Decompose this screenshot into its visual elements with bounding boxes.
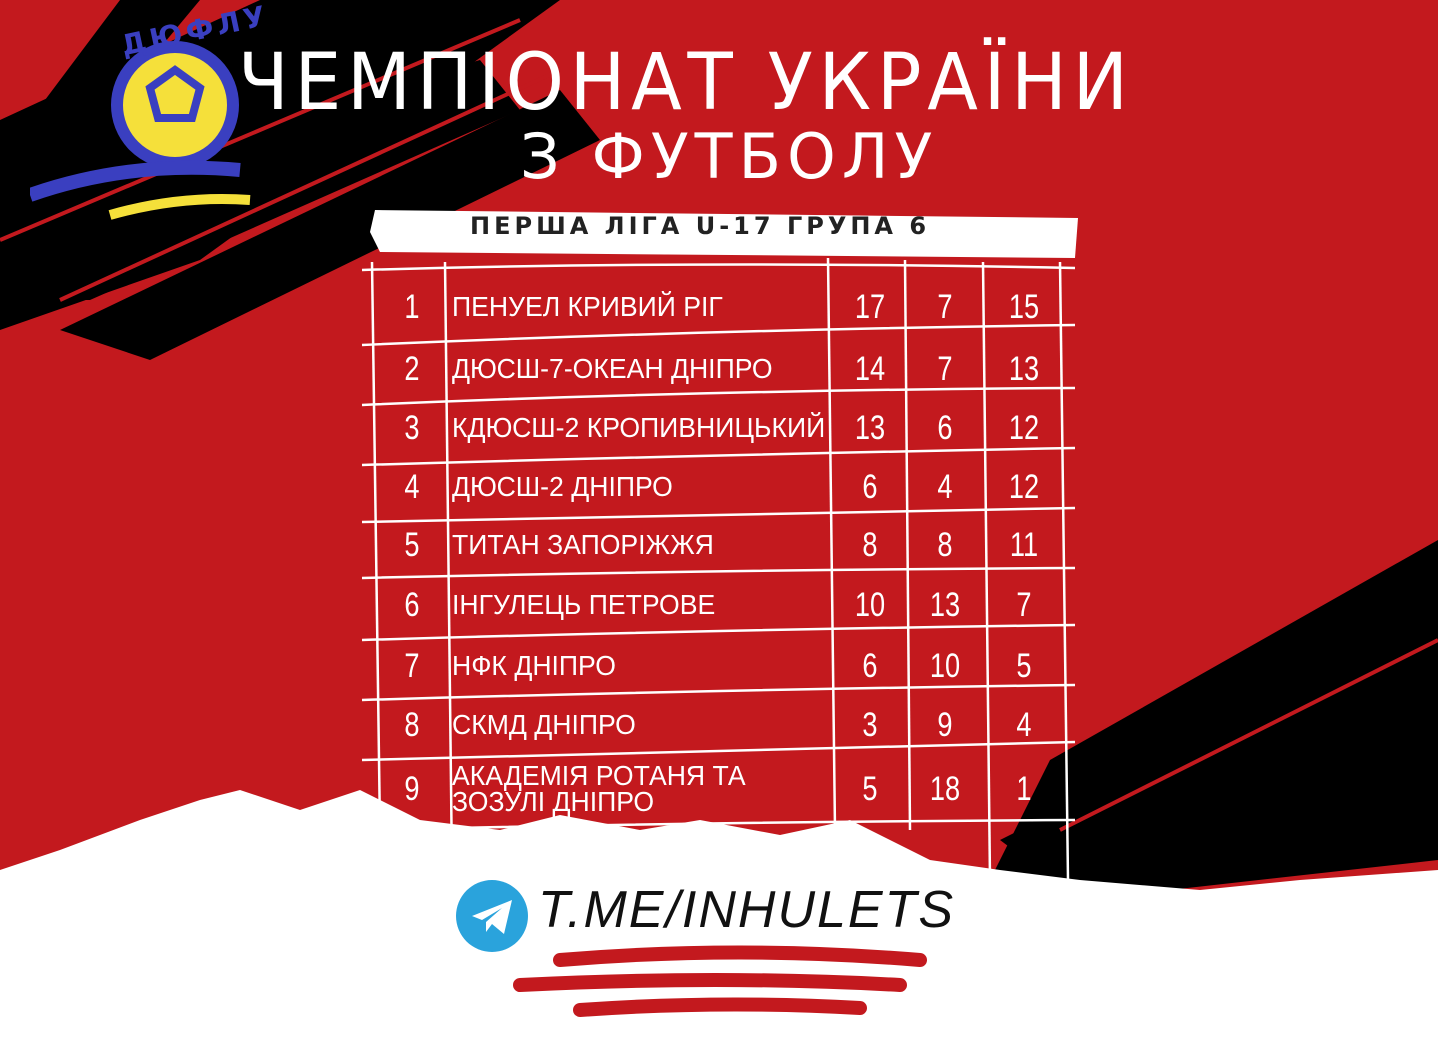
football-logo-icon xyxy=(27,41,251,220)
rank: 1 xyxy=(404,287,420,326)
value-3: 12 xyxy=(1008,467,1040,506)
value-2: 7 xyxy=(937,287,953,326)
value-2: 7 xyxy=(937,349,953,388)
rank: 3 xyxy=(404,408,420,447)
team-name: НФК ДНІПРО xyxy=(452,650,616,681)
rank: 8 xyxy=(404,705,420,744)
value-1: 13 xyxy=(854,408,886,447)
value-1: 6 xyxy=(862,467,878,506)
team-name: ТИТАН ЗАПОРІЖЖЯ xyxy=(452,529,714,560)
team-name: ПЕНУЕЛ КРИВИЙ РІГ xyxy=(452,291,723,322)
value-3: 4 xyxy=(1016,705,1032,744)
page-title-line2: З ФУТБОЛУ xyxy=(520,120,939,193)
value-1: 3 xyxy=(862,705,878,744)
table-row: 7 НФК ДНІПРО 6 10 5 xyxy=(362,636,1074,696)
page-title: ЧЕМПІОНАТ УКРАЇНИ xyxy=(238,38,1134,128)
table-row: 2 ДЮСШ-7-ОКЕАН ДНІПРО 14 7 13 xyxy=(362,339,1074,399)
table-row: 9 АКАДЕМІЯ РОТАНЯ ТА ЗОЗУЛІ ДНІПРО 5 18 … xyxy=(362,759,1074,819)
value-3: 11 xyxy=(1009,525,1039,564)
team-name: КДЮСШ-2 КРОПИВНИЦЬКИЙ xyxy=(452,412,826,443)
value-3: 12 xyxy=(1008,408,1040,447)
value-1: 6 xyxy=(862,646,878,685)
value-3: 15 xyxy=(1008,287,1040,326)
value-2: 6 xyxy=(937,408,953,447)
value-3: 13 xyxy=(1008,349,1040,388)
table-row: 6 ІНГУЛЕЦЬ ПЕТРОВЕ 10 13 7 xyxy=(362,575,1074,635)
value-1: 5 xyxy=(862,769,878,808)
table-row: 3 КДЮСШ-2 КРОПИВНИЦЬКИЙ 13 6 12 xyxy=(362,398,1074,458)
telegram-icon[interactable] xyxy=(456,880,528,952)
dyuflu-logo xyxy=(27,10,260,234)
value-3: 5 xyxy=(1016,646,1032,685)
rank: 7 xyxy=(404,646,420,685)
team-name: СКМД ДНІПРО xyxy=(452,709,636,740)
rank: 6 xyxy=(404,585,420,624)
team-name: ДЮСШ-7-ОКЕАН ДНІПРО xyxy=(452,353,773,384)
value-2: 18 xyxy=(929,769,961,808)
value-2: 9 xyxy=(937,705,953,744)
table-grid xyxy=(361,257,1076,881)
value-2: 8 xyxy=(937,525,953,564)
value-1: 8 xyxy=(862,525,878,564)
team-name: АКАДЕМІЯ РОТАНЯ ТА ЗОЗУЛІ ДНІПРО xyxy=(452,760,746,817)
value-2: 13 xyxy=(929,585,961,624)
table-row: 1 ПЕНУЕЛ КРИВИЙ РІГ 17 7 15 xyxy=(362,277,1074,337)
telegram-link[interactable]: T.ME/INHULETS xyxy=(538,881,956,939)
value-3: 7 xyxy=(1016,585,1032,624)
league-subtitle: ПЕРША ЛІГА U-17 ГРУПА 6 xyxy=(470,212,931,240)
rank: 5 xyxy=(404,525,420,564)
value-1: 10 xyxy=(854,585,886,624)
value-1: 17 xyxy=(854,287,886,326)
team-name: ДЮСШ-2 ДНІПРО xyxy=(452,471,673,502)
value-3: 1 xyxy=(1016,769,1032,808)
table-row: 5 ТИТАН ЗАПОРІЖЖЯ 8 8 11 xyxy=(362,515,1074,575)
value-2: 10 xyxy=(929,646,961,685)
rank: 4 xyxy=(404,467,420,506)
table-row: 4 ДЮСШ-2 ДНІПРО 6 4 12 xyxy=(362,457,1074,517)
value-2: 4 xyxy=(937,467,953,506)
rank: 9 xyxy=(404,769,420,808)
team-name: ІНГУЛЕЦЬ ПЕТРОВЕ xyxy=(452,589,716,620)
rank: 2 xyxy=(404,349,420,388)
value-1: 14 xyxy=(854,349,886,388)
table-row: 8 СКМД ДНІПРО 3 9 4 xyxy=(362,695,1074,755)
